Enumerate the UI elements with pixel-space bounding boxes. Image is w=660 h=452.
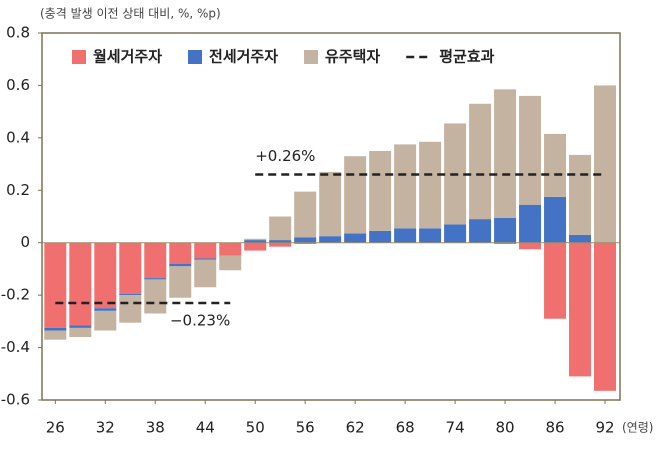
bar-segment: [319, 171, 342, 237]
bar-segment: [369, 230, 392, 243]
bar-segment: [519, 204, 542, 243]
bar-segment: [244, 238, 267, 241]
y-tick-label: 0.6: [6, 76, 30, 94]
bar-segment: [519, 242, 542, 250]
bar-segment: [269, 242, 292, 247]
bar-segment: [144, 278, 167, 280]
bar-segment: [594, 242, 617, 391]
x-tick-label: 80: [496, 419, 515, 437]
bar-segment: [69, 242, 92, 326]
plot-frame: [41, 32, 621, 401]
bar-segment: [44, 242, 67, 328]
x-tick-label: 86: [545, 419, 564, 437]
bar-segment: [469, 219, 492, 243]
bar-segment: [294, 191, 317, 238]
bar-segment: [119, 295, 142, 323]
x-tick-label: 92: [595, 419, 614, 437]
bar-segment: [544, 242, 567, 319]
bar-segment: [569, 234, 592, 243]
bar-segment: [94, 308, 117, 311]
x-tick-label: 56: [296, 419, 315, 437]
x-tick-label: 26: [46, 419, 65, 437]
legend-label: 전세거주자: [209, 48, 278, 66]
bar-segment: [494, 217, 517, 243]
bar-segment: [344, 156, 367, 234]
legend-label: 유주택자: [325, 48, 380, 66]
bar-segment: [419, 228, 442, 243]
bar-segment: [69, 325, 92, 328]
bar-segment: [344, 233, 367, 243]
bar-segment: [244, 242, 267, 251]
bar-segment: [119, 293, 142, 296]
legend-label: 월세거주자: [93, 48, 162, 66]
legend-label: 평균효과: [439, 48, 494, 66]
x-tick-label: 32: [96, 419, 115, 437]
bar-segment: [319, 236, 342, 243]
bar-segment: [294, 237, 317, 243]
bar-segment: [269, 240, 292, 243]
bar-segment: [219, 242, 242, 256]
bar-segment: [269, 216, 292, 241]
average-label: −0.23%: [170, 312, 230, 330]
bar-segment: [569, 242, 592, 377]
bar-segment: [469, 103, 492, 220]
y-tick-label: 0.8: [6, 24, 30, 42]
bar-segment: [494, 242, 517, 245]
y-tick-label: 0: [20, 233, 30, 251]
x-unit-label: (연령): [622, 421, 653, 435]
legend-swatch: [304, 50, 319, 64]
y-tick-label: 0.4: [6, 128, 30, 146]
bar-segment: [594, 85, 617, 243]
bar-segment: [194, 259, 217, 288]
bar-segment: [194, 258, 217, 260]
bar-segment: [394, 144, 417, 229]
bar-segment: [294, 242, 317, 245]
bar-segment: [244, 240, 267, 243]
x-tick-label: 68: [396, 419, 415, 437]
bar-segment: [494, 89, 517, 218]
bar-segment: [169, 266, 192, 298]
legend-swatch: [72, 50, 86, 64]
y-tick-label: -0.4: [1, 338, 30, 356]
bar-segment: [94, 242, 117, 309]
y-tick-label: -0.2: [1, 286, 30, 304]
bar-segment: [219, 255, 242, 271]
x-tick-label: 38: [146, 419, 165, 437]
x-tick-label: 74: [446, 419, 465, 437]
bar-segment: [144, 242, 167, 279]
bar-segment: [94, 310, 117, 331]
x-tick-label: 50: [246, 419, 265, 437]
bar-segment: [369, 150, 392, 231]
bar-segment: [169, 263, 192, 267]
bar-segment: [69, 327, 92, 338]
bar-segment: [169, 242, 192, 264]
bar-segment: [544, 196, 567, 243]
bar-segment: [44, 327, 67, 331]
y-unit-label: (충격 발생 이전 상태 대비, %, %p): [40, 7, 221, 21]
bar-segment: [544, 133, 567, 197]
y-tick-label: -0.6: [1, 391, 30, 409]
y-tick-label: 0.2: [6, 181, 30, 199]
bar-segment: [44, 330, 67, 340]
bar-segment: [444, 224, 467, 243]
bar-segment: [519, 95, 542, 205]
bar-segment: [569, 154, 592, 235]
bar-segment: [419, 141, 442, 229]
x-tick-label: 62: [346, 419, 365, 437]
bar-segment: [194, 242, 217, 259]
bar-segment: [394, 228, 417, 243]
legend-swatch: [188, 50, 203, 64]
bar-segment: [119, 242, 142, 294]
x-tick-label: 44: [196, 419, 215, 437]
average-label: +0.26%: [255, 147, 315, 165]
bar-segment: [144, 279, 167, 314]
